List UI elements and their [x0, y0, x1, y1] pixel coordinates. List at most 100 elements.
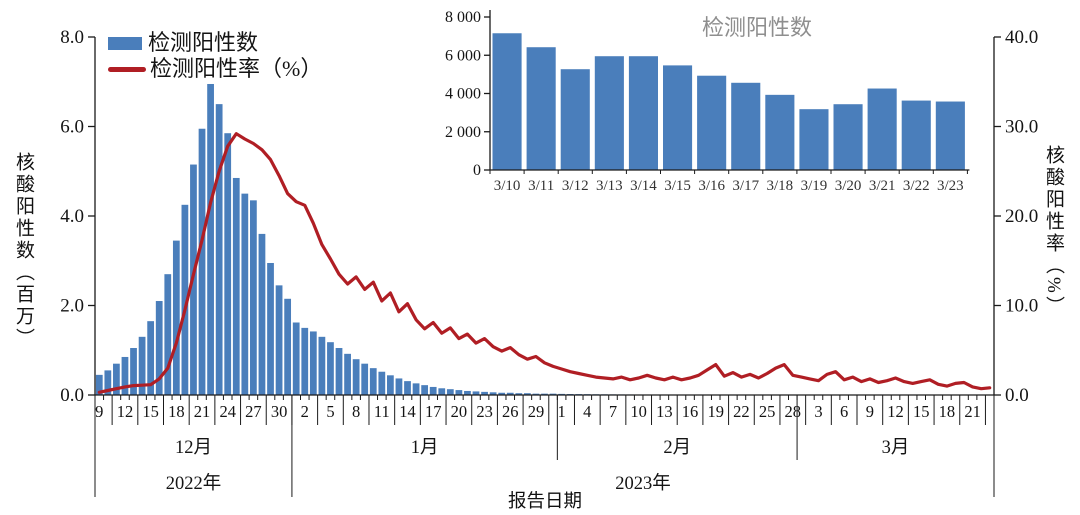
bar [113, 363, 120, 395]
month-label: 12月 [175, 438, 212, 458]
inset-x-tick-label: 3/19 [801, 178, 828, 194]
legend-item-positive-count: 检测阳性数 [108, 30, 322, 56]
x-tick-label: 28 [785, 402, 802, 421]
month-label: 2月 [663, 438, 691, 458]
bar [395, 378, 403, 395]
inset-bar [731, 82, 761, 170]
bar [335, 348, 343, 395]
bar [438, 388, 446, 395]
bar [292, 322, 300, 395]
inset-bar [765, 94, 795, 170]
x-axis-title: 报告日期 [507, 492, 582, 512]
left-axis-tick-label: 0.0 [60, 385, 84, 406]
x-tick-label: 27 [245, 402, 262, 421]
x-tick-label: 21 [194, 402, 211, 421]
x-tick-label: 21 [964, 402, 981, 421]
bar [327, 342, 334, 395]
inset-x-tick-label: 3/13 [596, 178, 623, 194]
bar [352, 359, 360, 395]
bar [481, 391, 488, 395]
inset-bar [560, 69, 590, 170]
legend-label-positive-count: 检测阳性数 [148, 30, 259, 55]
inset-x-tick-label: 3/18 [767, 178, 794, 194]
inset-x-tick-label: 3/22 [903, 178, 930, 194]
bar [250, 200, 257, 395]
bar [524, 393, 531, 395]
x-tick-label: 17 [425, 402, 442, 421]
bar [318, 336, 326, 395]
legend-item-positivity-rate: 检测阳性率（%） [108, 56, 322, 82]
line-series-swatch-icon [108, 66, 146, 72]
bar [506, 392, 514, 395]
left-axis-tick-label: 2.0 [60, 296, 84, 317]
x-tick-label: 20 [451, 402, 468, 421]
axes: 0.0 2.0 4.0 6.0 8.0 0.0 10.0 20.0 30.0 40.0 [60, 27, 1038, 406]
bar [232, 177, 240, 395]
x-tick-label: 9 [866, 402, 874, 421]
bar [412, 383, 420, 395]
x-tick-label: 12 [887, 402, 904, 421]
x-tick-label: 24 [219, 402, 236, 421]
bar [515, 393, 523, 395]
inset-bar [594, 56, 624, 170]
bar [224, 133, 232, 395]
bar [549, 393, 557, 395]
x-tick-label: 1 [557, 402, 565, 421]
inset-y-tick-label: 0 [473, 162, 481, 179]
bar [155, 301, 163, 395]
bar [361, 363, 369, 395]
x-tick-label: 18 [939, 402, 956, 421]
x-tick-label: 25 [759, 402, 776, 421]
bar [455, 390, 463, 395]
inset-x-tick-label: 3/17 [732, 178, 759, 194]
right-axis-tick-label: 10.0 [1005, 296, 1038, 317]
bar [421, 385, 429, 395]
right-axis-tick-label: 0.0 [1005, 385, 1029, 406]
inset-y-tick-label: 8 000 [445, 9, 481, 26]
month-label: 3月 [882, 438, 910, 458]
bar [164, 274, 172, 395]
inset-chart: 0 2 000 4 000 6 000 8 000 3/10 3/11 3/12 3/13 3/1… [445, 9, 970, 194]
inset-bar [492, 33, 522, 171]
bar [532, 393, 540, 395]
bar [404, 381, 411, 395]
inset-bar [935, 101, 965, 170]
bar [387, 375, 394, 395]
x-tick-label: 4 [583, 402, 591, 421]
x-tick-label: 7 [609, 402, 617, 421]
bar [181, 204, 189, 395]
bar-series-swatch-icon [108, 36, 142, 50]
x-tick-label: 13 [656, 402, 673, 421]
bar [241, 193, 249, 396]
month-label: 1月 [411, 438, 439, 458]
inset-bar [901, 100, 931, 170]
x-tick-label: 30 [271, 402, 288, 421]
bar [121, 356, 129, 395]
x-tick-label: 5 [326, 402, 334, 421]
x-tick-label: 15 [142, 402, 159, 421]
x-tick-label: 23 [476, 402, 493, 421]
bar [464, 390, 471, 395]
right-axis-tick-label: 20.0 [1005, 206, 1038, 227]
bar [489, 392, 497, 395]
inset-x-tick-label: 3/20 [835, 178, 862, 194]
legend: 检测阳性数 检测阳性率（%） [108, 30, 322, 82]
x-tick-label: 3 [814, 402, 822, 421]
inset-x-tick-label: 3/12 [562, 178, 589, 194]
inset-x-tick-label: 3/11 [528, 178, 554, 194]
bar [215, 104, 223, 396]
x-tick-label: 12 [117, 402, 134, 421]
positivity-rate-line [97, 132, 992, 394]
inset-bar [526, 47, 556, 170]
legend-label-positivity-rate: 检测阳性率（%） [150, 56, 323, 81]
x-tick-label: 6 [840, 402, 848, 421]
x-tick-label: 11 [374, 402, 390, 421]
x-tick-label: 9 [95, 402, 103, 421]
bar [130, 348, 137, 395]
bar [95, 374, 103, 395]
right-axis-title: 核酸阳性率（%） [1043, 145, 1064, 318]
right-axis-tick-label: 30.0 [1005, 117, 1038, 138]
left-axis-tick-label: 8.0 [60, 27, 84, 48]
